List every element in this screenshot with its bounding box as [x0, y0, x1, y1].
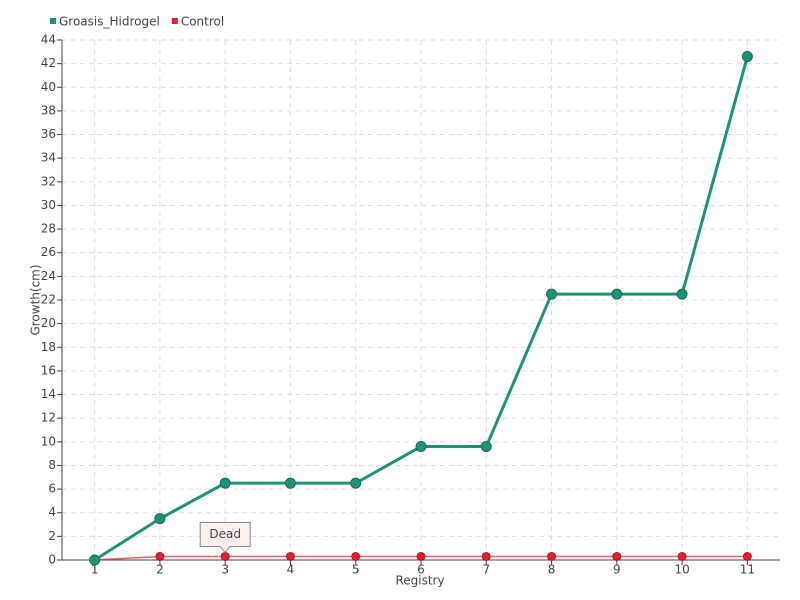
data-point: [480, 441, 492, 453]
data-point: [677, 551, 687, 561]
legend-label: Groasis_Hidrogel: [59, 15, 160, 29]
y-tick-label: 16: [41, 363, 56, 377]
y-tick-label: 36: [41, 127, 56, 141]
data-point: [350, 477, 362, 489]
y-tick-label: 28: [41, 222, 56, 236]
data-point: [89, 554, 101, 566]
data-point: [154, 513, 166, 525]
y-tick-label: 32: [41, 174, 56, 188]
x-tick-label: 2: [156, 563, 164, 577]
data-point: [220, 551, 230, 561]
x-tick-label: 8: [548, 563, 556, 577]
legend-swatch: [171, 18, 178, 24]
y-tick-label: 40: [41, 80, 56, 94]
y-tick-label: 26: [41, 245, 56, 259]
data-point: [742, 551, 752, 561]
x-tick-label: 10: [674, 563, 689, 577]
y-tick-label: 20: [41, 316, 56, 330]
y-tick-label: 10: [41, 434, 56, 448]
y-tick-label: 4: [48, 505, 56, 519]
y-tick-label: 18: [41, 340, 56, 354]
y-tick-label: 2: [48, 529, 56, 543]
data-point: [219, 477, 231, 489]
data-point: [546, 288, 558, 300]
data-point: [547, 551, 557, 561]
annotation: Dead: [209, 527, 241, 541]
y-tick-label: 8: [48, 458, 56, 472]
x-tick-label: 7: [482, 563, 490, 577]
y-tick-label: 6: [48, 482, 56, 496]
data-point: [676, 288, 688, 300]
x-axis-label: Registry: [395, 574, 444, 588]
x-tick-label: 11: [740, 563, 755, 577]
annotation-box: [199, 521, 251, 554]
data-point: [481, 551, 491, 561]
data-point: [284, 477, 296, 489]
x-tick-label: 4: [287, 563, 295, 577]
data-point: [415, 441, 427, 453]
y-axis-label: Growth(cm): [29, 264, 43, 335]
data-point: [741, 51, 753, 63]
y-tick-label: 44: [41, 33, 56, 47]
y-tick-label: 12: [41, 411, 56, 425]
data-point: [611, 288, 623, 300]
x-tick-label: 1: [91, 563, 99, 577]
data-point: [416, 551, 426, 561]
data-point: [285, 551, 295, 561]
y-tick-label: 0: [48, 553, 56, 567]
legend-swatch: [50, 18, 56, 24]
y-tick-label: 30: [41, 198, 56, 212]
data-point: [612, 551, 622, 561]
y-tick-label: 38: [41, 103, 56, 117]
y-tick-label: 14: [41, 387, 56, 401]
x-tick-label: 6: [417, 563, 425, 577]
y-tick-label: 24: [41, 269, 56, 283]
y-tick-label: 34: [41, 151, 56, 165]
legend-label: Control: [181, 15, 224, 29]
x-tick-label: 5: [352, 563, 360, 577]
y-tick-label: 22: [41, 293, 56, 307]
x-tick-label: 3: [221, 563, 229, 577]
data-point: [155, 551, 165, 561]
data-point: [351, 551, 361, 561]
y-tick-label: 42: [41, 56, 56, 70]
x-tick-label: 9: [613, 563, 621, 577]
